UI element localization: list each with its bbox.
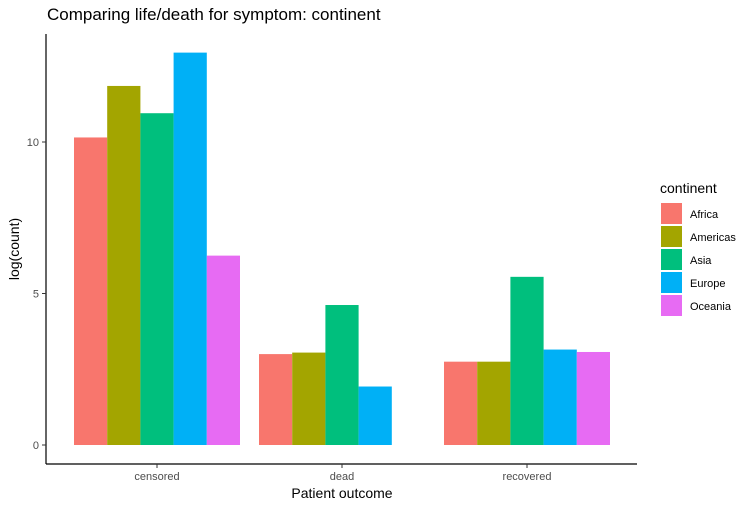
- x-tick-label-recovered: recovered: [503, 471, 552, 483]
- x-ticks-group: censored dead recovered: [134, 464, 551, 483]
- bar-americas-recovered: [477, 361, 511, 445]
- bar-asia-dead: [325, 305, 359, 445]
- bar-asia-censored: [140, 113, 174, 445]
- chart-title: Comparing life/death for symptom: contin…: [47, 5, 381, 24]
- y-ticks-group: 0 5 10: [27, 137, 46, 452]
- y-axis-label: log(count): [6, 218, 22, 280]
- bar-oceania-recovered: [576, 351, 610, 445]
- y-tick-label: 0: [33, 440, 39, 452]
- legend-swatch-oceania: [661, 295, 682, 316]
- x-axis-label: Patient outcome: [291, 485, 392, 501]
- bar-oceania-censored: [206, 255, 240, 445]
- bar-africa-recovered: [444, 361, 478, 445]
- legend-label-americas: Americas: [690, 232, 736, 244]
- legend-label-europe: Europe: [690, 278, 725, 290]
- bar-americas-dead: [292, 352, 326, 445]
- bar-europe-dead: [358, 386, 392, 445]
- bar-asia-recovered: [510, 276, 544, 445]
- bar-africa-dead: [259, 354, 293, 445]
- legend-label-asia: Asia: [690, 255, 712, 267]
- bar-africa-censored: [74, 137, 108, 445]
- x-tick-label-dead: dead: [330, 471, 354, 483]
- bar-europe-censored: [173, 52, 207, 446]
- bars-group: [74, 52, 610, 446]
- y-tick-label: 10: [27, 137, 39, 149]
- legend-title: continent: [660, 180, 717, 196]
- y-tick-label: 5: [33, 289, 39, 301]
- bar-europe-recovered: [543, 349, 577, 445]
- x-tick-label-censored: censored: [134, 471, 179, 483]
- legend-swatch-americas: [661, 226, 682, 247]
- legend-swatch-europe: [661, 272, 682, 293]
- legend-swatch-africa: [661, 203, 682, 224]
- legend-swatch-asia: [661, 249, 682, 270]
- legend-label-africa: Africa: [690, 209, 719, 221]
- bar-americas-censored: [107, 85, 141, 445]
- legend-label-oceania: Oceania: [690, 301, 732, 313]
- legend: continent Africa Americas Asia Europe Oceani…: [660, 180, 736, 316]
